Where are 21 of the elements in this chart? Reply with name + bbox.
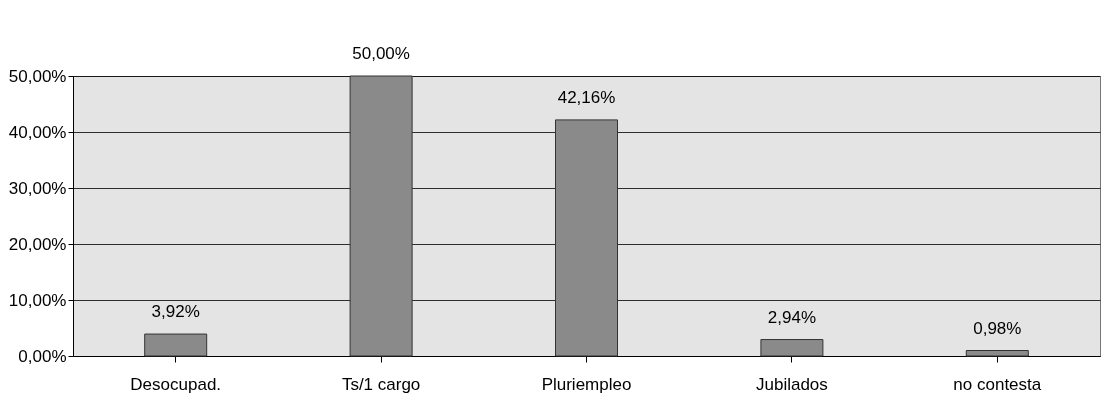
x-tick-label: Ts/1 cargo bbox=[341, 374, 421, 394]
x-tick-label: Pluriempleo bbox=[541, 374, 632, 394]
bar bbox=[965, 350, 1029, 357]
x-tick-label: no contesta bbox=[953, 374, 1042, 394]
y-tick-label: 30,00% bbox=[8, 178, 67, 198]
x-tick-label: Desocupad. bbox=[130, 374, 222, 394]
y-tick-label: 50,00% bbox=[8, 66, 67, 86]
data-label: 2,94% bbox=[767, 307, 816, 327]
bar bbox=[349, 75, 413, 357]
bar bbox=[760, 339, 824, 357]
y-tick-label: 0,00% bbox=[18, 346, 67, 366]
bar bbox=[555, 119, 618, 357]
y-tick-label: 20,00% bbox=[8, 234, 67, 254]
y-tick-label: 40,00% bbox=[8, 122, 67, 142]
y-tick-label: 10,00% bbox=[8, 290, 67, 310]
bar bbox=[144, 333, 208, 357]
x-tick-label: Jubilados bbox=[755, 374, 828, 394]
data-label: 50,00% bbox=[352, 44, 410, 63]
data-label: 3,92% bbox=[151, 302, 200, 322]
data-label: 42,16% bbox=[557, 87, 616, 107]
data-label: 0,98% bbox=[973, 318, 1022, 338]
